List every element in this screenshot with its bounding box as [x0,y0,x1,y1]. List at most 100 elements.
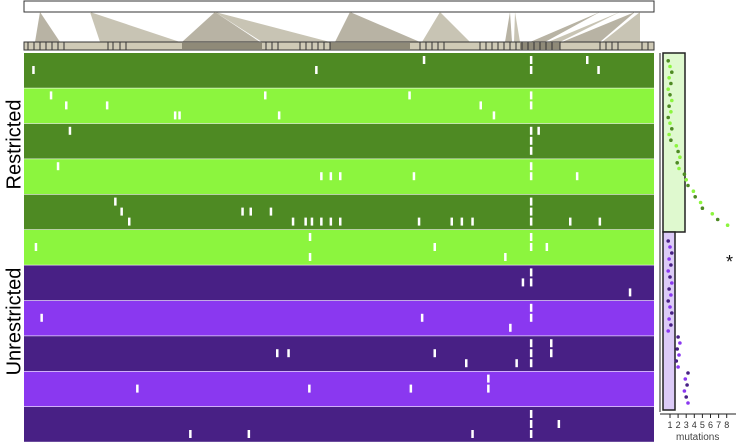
mutation-mark [264,91,267,100]
data-point [668,305,672,309]
mutation-mark [291,217,295,226]
x-tick-label: 5 [700,420,705,430]
mutation-mark [178,111,181,120]
data-point [669,263,673,267]
mutation-mark [339,172,342,181]
data-point [684,395,688,399]
data-point [678,341,682,345]
mutation-mark [409,384,413,393]
data-point [668,275,672,279]
heatmap-row-unrestricted [24,300,654,336]
mutation-mark [529,313,533,322]
mutation-mark [597,66,600,74]
data-point [675,347,679,351]
mutation-mark [529,268,533,277]
genome-map [23,0,655,51]
mutation-mark [529,217,533,226]
mutation-mark [65,101,68,110]
mutation-mark [545,243,549,251]
mutation-mark [329,217,333,226]
genome-mapping-wedge [602,12,640,42]
mutation-mark [479,101,482,110]
mutation-mark [422,56,426,64]
mutation-heatmap [24,53,654,442]
data-point [686,401,690,405]
mutation-mark [450,217,453,226]
mutation-mark [320,172,323,181]
genome-mapping-wedge [182,12,260,42]
mutation-mark [529,66,533,74]
x-tick-label: 8 [724,420,729,430]
data-point [668,121,672,125]
significance-marker: * [726,252,734,272]
data-point [667,132,671,137]
mutation-mark [521,278,525,287]
mutation-mark [420,313,424,322]
data-point [666,115,670,120]
x-tick-label: 3 [684,420,689,430]
mutation-mark [529,233,533,241]
data-point [683,377,688,381]
mutation-mark [529,243,533,251]
heatmap-row-unrestricted [24,407,654,442]
data-point [670,251,674,255]
mutation-mark [310,217,314,226]
data-point [677,353,681,357]
mutation-mark [529,56,533,64]
mutation-mark [173,111,177,120]
mutation-mark [136,384,139,393]
data-point [715,217,720,222]
data-point [667,257,671,261]
mutation-mark [128,217,131,226]
data-point [686,183,690,188]
mutation-mark [529,126,533,135]
data-point [666,269,670,273]
data-point [693,195,697,199]
mutation-mark [189,430,192,438]
heatmap-row-unrestricted [24,336,654,371]
mutation-mark [515,359,518,368]
mutation-mark [529,136,533,145]
genome-overview-bar [23,0,655,13]
data-point [670,70,674,74]
mutation-mark [320,217,323,226]
mutation-mark [529,339,533,348]
mutation-mark [529,410,533,418]
data-point [669,293,673,297]
mutation-mark [304,217,307,226]
data-point [725,223,730,227]
mutation-mark [408,91,411,100]
mutation-mark [529,420,533,428]
heatmap-row-unrestricted [24,371,654,407]
unrestricted-box [662,231,676,411]
mutation-mark [529,172,533,181]
data-point [682,389,687,393]
mutation-mark [471,217,474,226]
mutation-mark [575,172,579,181]
data-point [674,144,679,148]
mutation-mark [529,91,533,100]
mutation-mark [550,349,553,358]
mutation-mark [339,217,342,226]
data-point [666,239,670,243]
mutation-mark [241,207,244,216]
data-point [682,172,687,176]
x-tick-label: 2 [676,420,681,430]
mutation-mark [34,243,38,251]
x-tick-label: 7 [716,420,721,430]
heatmap-row-restricted [24,88,654,124]
genome-mapping-wedge [514,12,520,42]
mutation-mark [509,323,512,332]
group-label-restricted: Restricted [3,99,26,190]
mutation-mark [504,253,507,261]
mutation-mark [114,197,117,206]
x-tick-label: 6 [708,420,713,430]
mutation-mark [569,217,572,226]
mutation-mark [308,384,311,393]
mutation-mark [628,288,632,297]
mutation-mark [105,101,109,110]
x-tick-label: 1 [667,420,672,430]
data-point [668,93,672,97]
data-point [676,149,680,154]
